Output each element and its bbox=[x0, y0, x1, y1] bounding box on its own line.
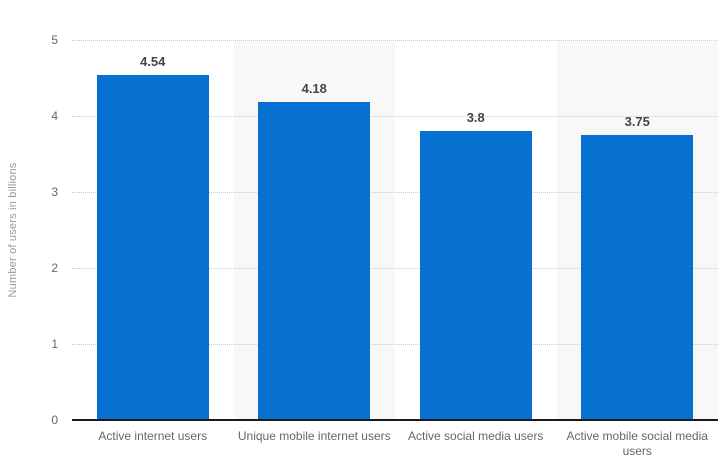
gridline bbox=[72, 344, 718, 345]
y-tick-label: 1 bbox=[51, 337, 58, 351]
gridline bbox=[72, 192, 718, 193]
bar[interactable] bbox=[96, 74, 209, 420]
gridline bbox=[72, 268, 718, 269]
x-category-label: Active internet users bbox=[98, 429, 208, 443]
x-category-label: Unique mobile internet users bbox=[237, 429, 391, 443]
y-tick-label: 3 bbox=[51, 185, 58, 199]
bar[interactable] bbox=[258, 102, 371, 420]
y-tick-label: 5 bbox=[51, 33, 58, 47]
y-tick-label: 4 bbox=[51, 109, 58, 123]
bar[interactable] bbox=[419, 131, 532, 420]
bar-value-label: 3.8 bbox=[466, 110, 485, 126]
y-tick-label: 2 bbox=[51, 261, 58, 275]
bar-value-label: 4.54 bbox=[140, 53, 166, 69]
y-tick-label: 0 bbox=[51, 413, 58, 427]
bar[interactable] bbox=[581, 135, 694, 420]
x-axis-line bbox=[72, 419, 718, 421]
x-category-label: Active mobile social media users bbox=[566, 429, 708, 458]
gridline bbox=[72, 40, 718, 41]
bar-value-label: 4.18 bbox=[301, 81, 327, 97]
x-category-label: Active social media users bbox=[408, 429, 544, 443]
bar-value-label: 3.75 bbox=[624, 114, 650, 129]
y-axis-title: Number of users in billions bbox=[7, 162, 19, 298]
gridline bbox=[72, 116, 718, 117]
